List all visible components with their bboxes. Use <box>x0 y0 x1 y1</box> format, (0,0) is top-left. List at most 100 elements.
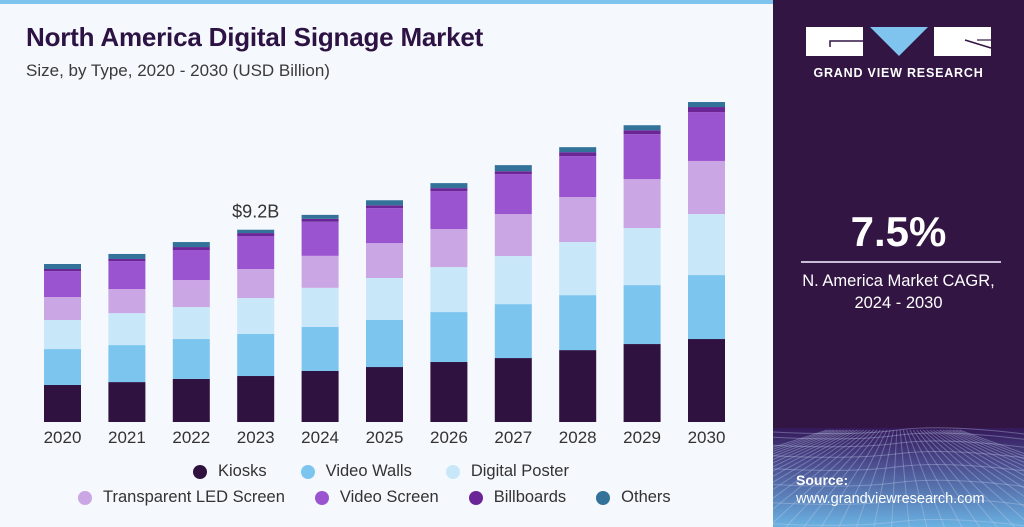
bar-segment-digital-poster-2020 <box>44 320 81 350</box>
mesh-line <box>773 429 858 477</box>
mesh-line <box>909 429 963 527</box>
legend-label: Video Walls <box>325 462 412 480</box>
mesh-line <box>773 427 1024 435</box>
bar-segment-kiosks-2030 <box>688 339 725 422</box>
mesh-line <box>773 429 838 455</box>
bar-segment-video-walls-2027 <box>494 304 532 359</box>
bar-segment-video-screen-2021 <box>108 261 146 290</box>
mesh-line <box>916 429 998 527</box>
bar-annotation-2023: $9.2B <box>232 202 279 222</box>
bar-segment-others-2021 <box>108 253 146 259</box>
mesh-line <box>956 429 1024 457</box>
annotations-layer: $9.2B <box>232 202 279 222</box>
source-url[interactable]: www.grandviewresearch.com <box>796 491 985 507</box>
cagr-divider <box>801 261 1001 263</box>
x-tick-label: 2027 <box>494 428 532 447</box>
legend-row-1: Kiosks Video Walls Digital Poster <box>193 462 569 481</box>
cagr-label: N. America Market CAGR, 2024 - 2030 <box>773 270 1024 314</box>
bar-segment-digital-poster-2029 <box>623 228 661 286</box>
mesh-line <box>773 429 855 472</box>
mesh-line <box>939 429 1024 476</box>
bar-segment-video-walls-2028 <box>559 295 597 351</box>
mesh-line <box>773 429 871 510</box>
bar-segment-video-walls-2020 <box>44 349 81 386</box>
bar-stack-2028 <box>559 147 597 422</box>
bar-segment-video-walls-2023 <box>237 334 275 377</box>
bar-stack-2026 <box>430 183 468 422</box>
bar-segment-others-2028 <box>559 147 597 153</box>
x-tick-label: 2029 <box>623 428 661 447</box>
bar-segment-billboards-2030 <box>688 107 725 113</box>
bar-segment-others-2025 <box>366 200 403 206</box>
chart-subtitle: Size, by Type, 2020 - 2030 (USD Billion) <box>26 61 330 80</box>
bar-segment-kiosks-2021 <box>108 382 146 422</box>
mesh-line <box>785 429 878 527</box>
bar-segment-transparent-led-screen-2028 <box>559 197 597 243</box>
legend-dot-icon <box>596 490 611 505</box>
legend-dot-icon <box>300 464 315 479</box>
bar-segment-kiosks-2020 <box>44 385 81 422</box>
x-tick-label: 2025 <box>366 428 404 447</box>
bar-segment-transparent-led-screen-2027 <box>494 214 532 257</box>
mesh-line <box>926 429 1024 508</box>
mesh-line <box>773 450 1024 459</box>
chart-panel: North America Digital Signage Market Siz… <box>0 0 773 507</box>
bar-segment-others-2026 <box>430 183 468 189</box>
x-tick-label: 2021 <box>108 428 146 447</box>
bar-segment-digital-poster-2025 <box>366 277 403 321</box>
bar-segment-digital-poster-2027 <box>494 256 532 305</box>
mesh-line <box>773 429 865 491</box>
bar-segment-transparent-led-screen-2030 <box>688 160 725 215</box>
bar-segment-video-walls-2022 <box>172 339 210 379</box>
bar-segment-transparent-led-screen-2021 <box>108 289 146 314</box>
x-tick-label: 2022 <box>172 428 210 447</box>
mesh-line <box>949 429 1024 463</box>
mesh-line <box>902 429 928 527</box>
bar-segment-others-2023 <box>237 229 275 234</box>
bar-segment-transparent-led-screen-2024 <box>301 255 339 288</box>
mesh-line <box>855 429 891 527</box>
mesh-line <box>952 429 1024 460</box>
bar-segment-digital-poster-2023 <box>237 298 275 335</box>
brand-name: GRAND VIEW RESEARCH <box>813 66 984 80</box>
legend-dot-icon <box>78 490 92 505</box>
bar-stack-2020 <box>44 263 81 422</box>
mesh-line <box>942 429 1024 471</box>
bar-segment-kiosks-2028 <box>559 350 597 422</box>
bar-segment-video-screen-2023 <box>237 235 275 270</box>
stacked-bar-chart: 2020 2021 2022 2023 2024 2025 2026 2027 2028 2029… <box>44 102 726 447</box>
bar-segment-billboards-2022 <box>172 247 210 250</box>
bar-segment-video-walls-2030 <box>688 275 725 340</box>
legend-dot-icon <box>193 464 207 479</box>
bar-segment-kiosks-2026 <box>430 362 468 422</box>
bar-segment-digital-poster-2021 <box>108 313 146 346</box>
legend-item-video-screen: Video Screen <box>314 488 439 507</box>
mesh-line <box>773 498 1024 506</box>
mesh-line <box>899 429 910 527</box>
legend-dot-icon <box>445 464 460 479</box>
bar-segment-billboards-2021 <box>108 258 146 262</box>
legend-label: Kiosks <box>218 462 267 480</box>
legend-label: Transparent LED Screen <box>103 488 285 506</box>
mesh-line <box>932 429 1024 489</box>
chart-title: North America Digital Signage Market <box>26 22 484 52</box>
bar-segment-kiosks-2024 <box>301 371 339 422</box>
bar-segment-others-2029 <box>623 125 661 131</box>
bar-stack-2029 <box>623 125 661 422</box>
bar-segment-video-screen-2026 <box>430 191 468 230</box>
bar-segment-transparent-led-screen-2029 <box>623 179 661 229</box>
bar-stack-2027 <box>494 165 532 422</box>
brand-sidebar: GRAND VIEW RESEARCH 7.5% N. America Mark… <box>773 0 1024 527</box>
bar-segment-billboards-2020 <box>44 269 81 272</box>
bar-segment-video-walls-2025 <box>366 320 403 368</box>
bar-stack-2025 <box>366 200 403 422</box>
legend-label: Others <box>621 488 671 506</box>
x-axis-tick-labels: 2020 2021 2022 2023 2024 2025 2026 2027 2028 2029… <box>44 428 726 447</box>
x-tick-label: 2020 <box>44 428 82 447</box>
x-tick-label: 2026 <box>430 428 468 447</box>
bar-segment-digital-poster-2028 <box>559 242 597 296</box>
bar-segment-billboards-2027 <box>494 171 532 175</box>
bar-segment-others-2024 <box>301 214 339 219</box>
bar-segment-billboards-2029 <box>623 130 661 135</box>
mesh-line <box>773 429 848 464</box>
